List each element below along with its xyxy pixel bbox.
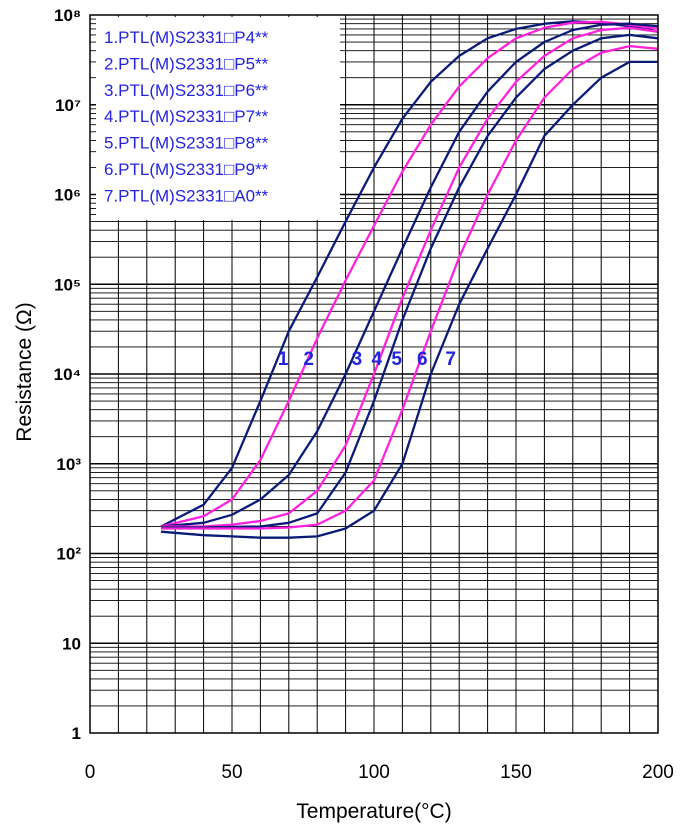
- series-line-7: [160, 60, 658, 539]
- legend-entry: 5.PTL(M)S2331□P8**: [104, 134, 269, 153]
- curve-number-label: 6: [417, 349, 428, 370]
- y-tick-label: 10⁴: [54, 365, 81, 384]
- y-tick-labels: 1 10 10² 10³ 10⁴ 10⁵ 10⁶ 10⁷ 10⁸: [54, 6, 82, 743]
- x-tick-label: 0: [85, 762, 96, 783]
- chart-series: [160, 20, 659, 539]
- y-tick-label: 10⁶: [54, 186, 81, 205]
- curve-number-label: 2: [303, 349, 314, 370]
- legend-box: [96, 17, 340, 220]
- x-tick-label: 200: [642, 762, 674, 783]
- x-tick-labels: 0 50 100 150 200: [85, 762, 674, 783]
- y-tick-label: 10: [62, 634, 81, 653]
- y-axis-label: Resistance (Ω): [13, 302, 36, 441]
- curve-number-label: 4: [372, 349, 383, 370]
- legend-entry: 3.PTL(M)S2331□P6**: [104, 81, 269, 100]
- series-line-4: [161, 26, 659, 528]
- y-tick-label: 10⁷: [55, 96, 81, 115]
- x-axis-label: Temperature(°C): [296, 800, 451, 823]
- legend-entry: 7.PTL(M)S2331□A0**: [104, 186, 269, 205]
- y-tick-label: 1: [72, 724, 81, 743]
- curve-number-label: 1: [278, 349, 289, 370]
- legend-entry: 4.PTL(M)S2331□P7**: [104, 107, 269, 126]
- plot-frame: [89, 14, 659, 734]
- series-line-2: [160, 20, 659, 528]
- legend: 1.PTL(M)S2331□P4** 2.PTL(M)S2331□P5** 3.PT…: [96, 17, 340, 220]
- y-tick-label: 10⁸: [54, 6, 81, 25]
- legend-entry: 6.PTL(M)S2331□P9**: [104, 160, 269, 179]
- x-tick-label: 50: [221, 762, 242, 783]
- y-tick-label: 10²: [56, 545, 81, 564]
- y-tick-label: 10³: [56, 455, 81, 474]
- legend-entry: 2.PTL(M)S2331□P5**: [104, 54, 269, 73]
- curve-number-label: 3: [352, 349, 363, 370]
- x-tick-label: 100: [358, 762, 390, 783]
- legend-entry: 1.PTL(M)S2331□P4**: [104, 28, 269, 47]
- series-line-6: [161, 44, 659, 530]
- curve-number-label: 5: [391, 349, 402, 370]
- curve-number-label: 7: [445, 349, 456, 370]
- series-line-3: [160, 22, 659, 528]
- y-tick-label: 10⁵: [54, 275, 81, 294]
- x-tick-label: 150: [500, 762, 532, 783]
- series-line-5: [161, 33, 659, 529]
